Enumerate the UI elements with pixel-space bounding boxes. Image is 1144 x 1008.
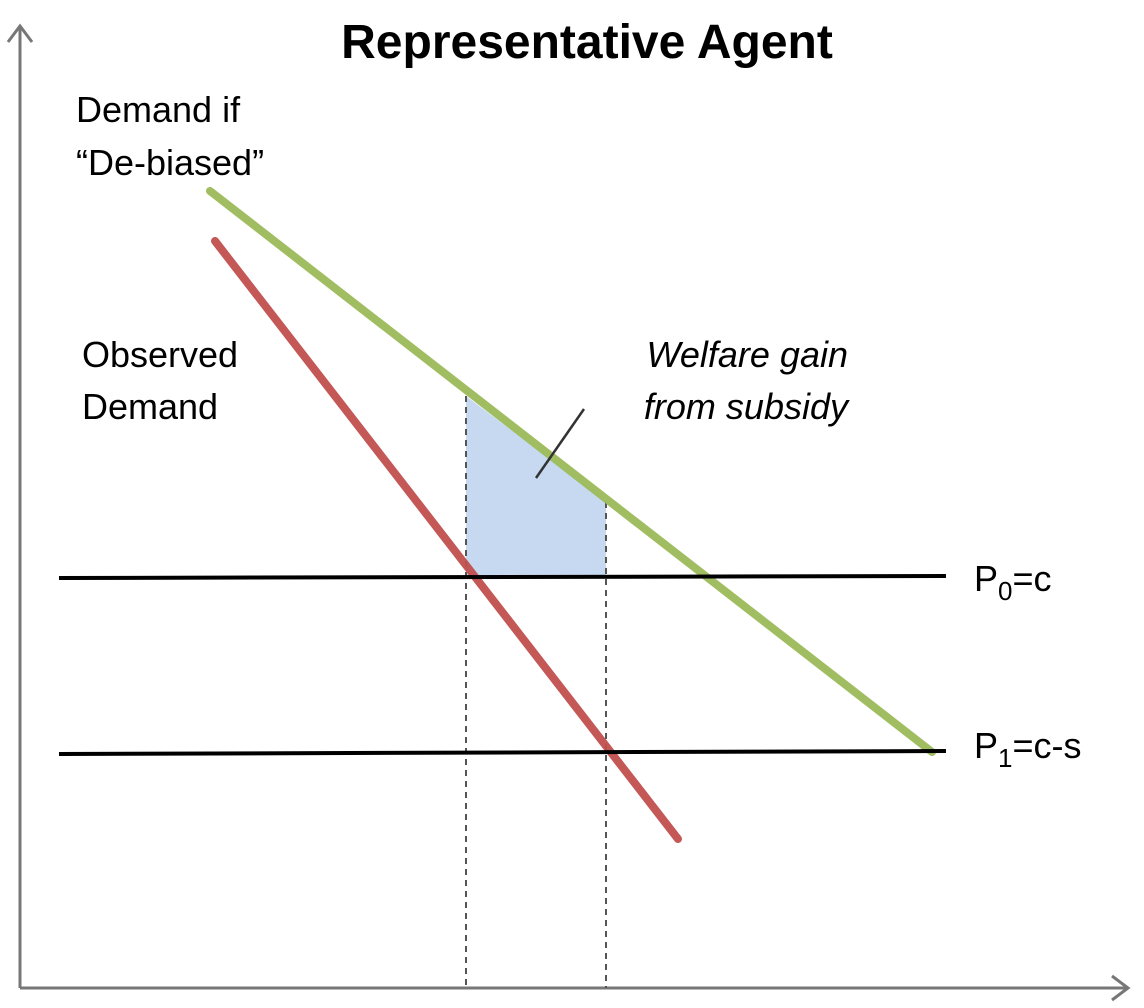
price-line-p0 bbox=[58, 574, 947, 580]
y-axis-arrowhead bbox=[6, 23, 34, 43]
debiased-demand-label-line1: Demand if bbox=[76, 89, 241, 130]
welfare-gain-area bbox=[466, 396, 606, 578]
price-label-p1: P1=c-s bbox=[974, 725, 1082, 773]
observed-demand-line bbox=[211, 237, 682, 843]
price-line-p1 bbox=[58, 749, 947, 756]
debiased-demand-line bbox=[206, 187, 936, 756]
welfare-pointer bbox=[534, 408, 586, 479]
x-axis-arrowhead bbox=[1111, 974, 1131, 1002]
observed-demand-label-line1: Observed bbox=[82, 334, 238, 375]
welfare-gain-label-line1: Welfare gain bbox=[647, 334, 848, 375]
chart-title: Representative Agent bbox=[341, 16, 833, 69]
welfare-gain-label-line2: from subsidy bbox=[644, 386, 850, 427]
observed-demand-label-line2: Demand bbox=[82, 386, 218, 427]
debiased-demand-label-line2: “De-biased” bbox=[76, 142, 264, 183]
price-label-p0: P0=c bbox=[974, 558, 1052, 606]
